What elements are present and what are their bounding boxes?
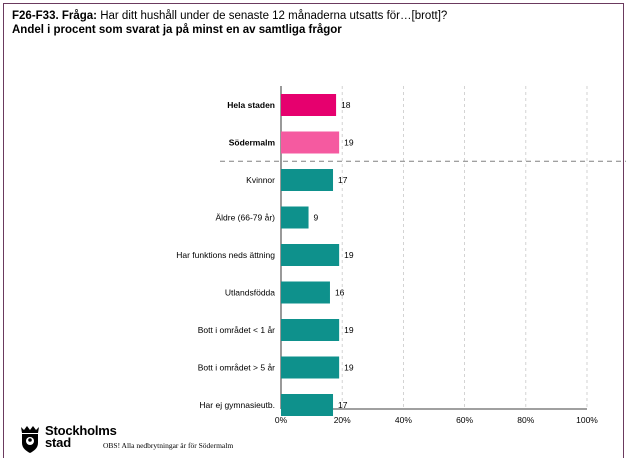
- bar: [281, 131, 340, 154]
- x-tick-label: 60%: [456, 415, 473, 425]
- data-label: 17: [338, 175, 348, 185]
- x-tick-label: 20%: [334, 415, 351, 425]
- category-label: Har ej gymnasieutb.: [199, 400, 275, 410]
- data-label: 19: [344, 325, 354, 335]
- category-label: Äldre (66-79 år): [215, 213, 275, 223]
- bar: [281, 394, 334, 416]
- category-label: Bott i området < 1 år: [198, 325, 275, 335]
- bar: [281, 244, 340, 266]
- data-label: 18: [341, 100, 351, 110]
- category-label: Utlandsfödda: [225, 288, 275, 298]
- chart-title-block: F26-F33. Fråga: Har ditt hushåll under d…: [12, 9, 612, 37]
- data-label: 19: [344, 250, 354, 260]
- stockholms-stad-logo: Stockholms stad: [18, 424, 117, 458]
- data-label: 19: [344, 138, 354, 148]
- data-label: 16: [335, 288, 345, 298]
- data-label: 9: [314, 213, 319, 223]
- x-tick-label: 0%: [275, 415, 288, 425]
- category-label: Södermalm: [229, 138, 276, 148]
- bar: [281, 319, 340, 341]
- logo-line-2: stad: [45, 435, 71, 450]
- crown-shield-icon: [21, 426, 39, 453]
- x-tick-label: 40%: [395, 415, 412, 425]
- logo-wordmark: Stockholms stad: [45, 423, 117, 450]
- bar: [281, 281, 330, 304]
- bar: [281, 169, 334, 191]
- question-code: F26-F33. Fråga:: [12, 10, 97, 22]
- data-label: 17: [338, 400, 348, 410]
- bar: [281, 356, 340, 379]
- bar: [281, 206, 309, 229]
- logo-line-1: Stockholms: [45, 423, 117, 438]
- chart-subtitle: Andel i procent som svarat ja på minst e…: [12, 24, 342, 36]
- chart-title: F26-F33. Fråga: Har ditt hushåll under d…: [12, 9, 612, 23]
- footnote: OBS! Alla nedbrytningar är för Södermalm: [103, 441, 234, 450]
- data-label: 19: [344, 363, 354, 373]
- category-label: Hela staden: [227, 100, 275, 110]
- category-label: Har funktions neds ättning: [176, 250, 275, 260]
- bar: [281, 94, 337, 116]
- question-text: Har ditt hushåll under de senaste 12 mån…: [97, 10, 448, 22]
- x-tick-label: 80%: [517, 415, 534, 425]
- chart-frame: [3, 3, 624, 458]
- category-label: Bott i området > 5 år: [198, 363, 275, 373]
- x-tick-label: 100%: [576, 415, 598, 425]
- category-label: Kvinnor: [246, 175, 275, 185]
